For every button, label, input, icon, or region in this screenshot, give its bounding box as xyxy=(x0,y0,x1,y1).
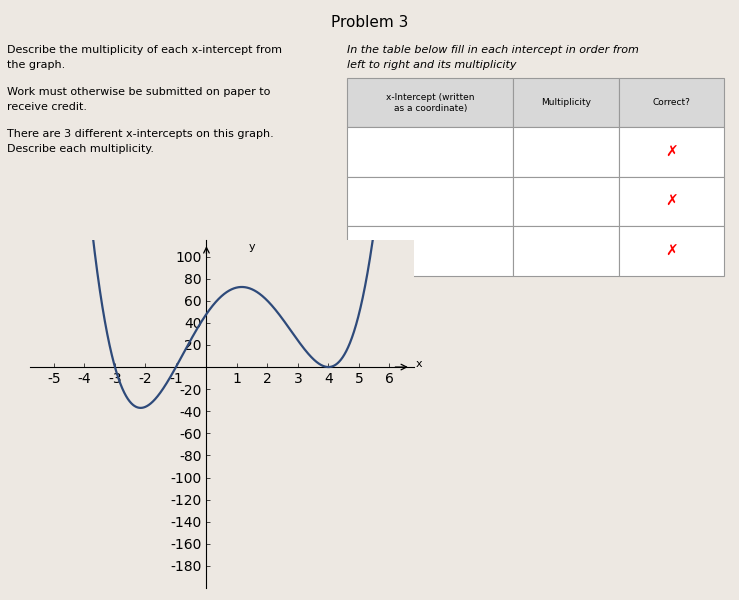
FancyBboxPatch shape xyxy=(619,226,724,276)
Text: x-Intercept (written
as a coordinate): x-Intercept (written as a coordinate) xyxy=(386,92,474,113)
Text: Describe the multiplicity of each x-intercept from: Describe the multiplicity of each x-inte… xyxy=(7,45,282,55)
Text: Correct?: Correct? xyxy=(653,98,690,107)
Text: x: x xyxy=(415,359,422,369)
Text: Problem 3: Problem 3 xyxy=(331,15,408,30)
FancyBboxPatch shape xyxy=(347,127,513,177)
FancyBboxPatch shape xyxy=(513,78,619,127)
FancyBboxPatch shape xyxy=(347,226,513,276)
Text: ✗: ✗ xyxy=(665,145,678,160)
FancyBboxPatch shape xyxy=(513,226,619,276)
Text: ✗: ✗ xyxy=(665,244,678,259)
Text: y: y xyxy=(249,242,256,252)
FancyBboxPatch shape xyxy=(619,78,724,127)
FancyBboxPatch shape xyxy=(513,177,619,226)
Text: left to right and its multiplicity: left to right and its multiplicity xyxy=(347,60,517,70)
Text: Work must otherwise be submitted on paper to: Work must otherwise be submitted on pape… xyxy=(7,87,270,97)
FancyBboxPatch shape xyxy=(619,177,724,226)
Text: ✗: ✗ xyxy=(665,194,678,209)
Text: receive credit.: receive credit. xyxy=(7,102,87,112)
FancyBboxPatch shape xyxy=(347,177,513,226)
FancyBboxPatch shape xyxy=(347,78,513,127)
FancyBboxPatch shape xyxy=(513,127,619,177)
Text: the graph.: the graph. xyxy=(7,60,66,70)
Text: Multiplicity: Multiplicity xyxy=(541,98,591,107)
Text: There are 3 different x-intercepts on this graph.: There are 3 different x-intercepts on th… xyxy=(7,129,274,139)
Text: In the table below fill in each intercept in order from: In the table below fill in each intercep… xyxy=(347,45,639,55)
FancyBboxPatch shape xyxy=(619,127,724,177)
Text: Describe each multiplicity.: Describe each multiplicity. xyxy=(7,144,154,154)
